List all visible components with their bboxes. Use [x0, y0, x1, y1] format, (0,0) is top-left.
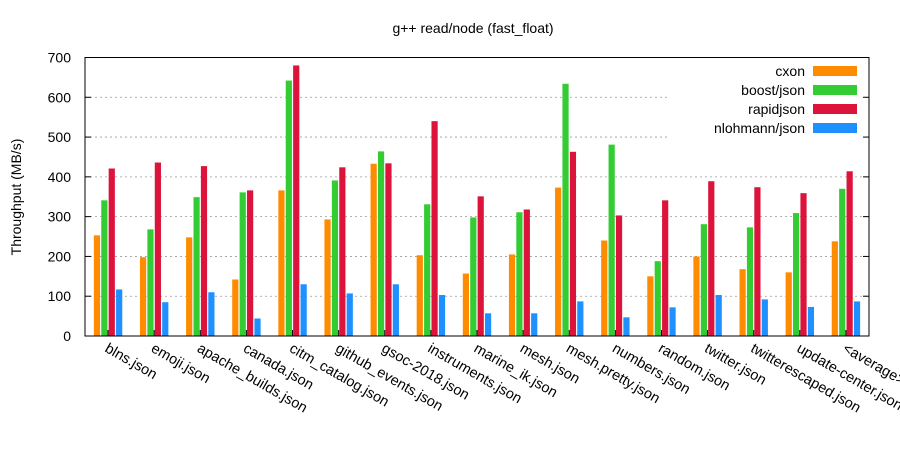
- y-tick-label: 600: [48, 89, 72, 105]
- bar: [331, 180, 339, 336]
- bar: [247, 190, 254, 336]
- y-tick-label: 700: [48, 50, 72, 66]
- bar: [193, 197, 200, 336]
- y-axis-ticks: 0 100 200 300 400 500 600 700: [48, 50, 869, 344]
- bar: [339, 167, 346, 336]
- bar: [293, 65, 300, 337]
- bar: [108, 168, 115, 336]
- bar: [608, 144, 615, 336]
- bar: [562, 83, 569, 336]
- bar: [739, 269, 746, 336]
- bar: [200, 166, 208, 336]
- bar: [93, 235, 101, 336]
- bar: [208, 292, 215, 336]
- bar: [700, 224, 707, 336]
- bar: [523, 209, 530, 336]
- bar: [662, 200, 669, 336]
- bar: [147, 229, 154, 336]
- bar: [392, 284, 399, 336]
- legend-swatch: [813, 104, 857, 114]
- legend-label: boost/json: [741, 82, 805, 98]
- bar: [300, 284, 307, 336]
- bar: [154, 162, 161, 336]
- x-axis-ticks: blns.jsonemoji.jsonapache_builds.jsoncan…: [102, 330, 900, 417]
- y-axis-label: Throughput (MB/s): [8, 139, 24, 256]
- bar: [761, 299, 768, 336]
- bar: [708, 181, 715, 336]
- y-tick-label: 400: [48, 169, 72, 185]
- bar: [853, 301, 861, 336]
- bar: [508, 254, 516, 336]
- bar: [139, 257, 147, 336]
- legend-label: rapidjson: [748, 101, 805, 117]
- bar: [254, 318, 261, 336]
- bar: [346, 293, 353, 336]
- y-tick-label: 0: [63, 328, 71, 344]
- bar: [531, 313, 538, 336]
- bar: [693, 256, 700, 336]
- bar: [162, 302, 169, 336]
- x-tick-label: blns.json: [102, 341, 160, 383]
- y-tick-label: 300: [48, 209, 72, 225]
- bar: [669, 307, 676, 336]
- bar: [746, 227, 754, 336]
- bar: [623, 317, 630, 336]
- bar: [285, 80, 292, 336]
- bar: [615, 215, 623, 336]
- bar: [462, 273, 469, 336]
- bar: [477, 196, 484, 336]
- bar: [569, 151, 577, 336]
- bar: [785, 272, 792, 336]
- y-tick-label: 100: [48, 288, 72, 304]
- bar: [438, 295, 446, 336]
- bar: [577, 301, 584, 336]
- bar: [470, 217, 477, 336]
- legend-swatch: [813, 123, 857, 133]
- bar: [377, 151, 385, 336]
- bar: [385, 163, 392, 336]
- bar: [555, 187, 562, 336]
- bar: [831, 241, 838, 336]
- bar: [800, 193, 807, 336]
- bar: [232, 279, 239, 336]
- y-tick-label: 500: [48, 129, 72, 145]
- bar: [324, 219, 331, 336]
- bar: [485, 313, 492, 336]
- bar: [715, 295, 722, 336]
- chart-title: g++ read/node (fast_float): [392, 20, 553, 36]
- legend-swatch: [813, 85, 857, 95]
- y-tick-label: 200: [48, 248, 72, 264]
- bar: [846, 171, 853, 336]
- legend-label: cxon: [775, 63, 805, 79]
- bar: [370, 163, 377, 336]
- legend-swatch: [813, 66, 857, 76]
- bars: [93, 65, 861, 337]
- bar: [278, 190, 285, 336]
- bar: [424, 204, 431, 336]
- bar: [793, 213, 800, 336]
- bar: [431, 121, 438, 336]
- legend-label: nlohmann/json: [714, 120, 805, 136]
- bar: [516, 212, 523, 336]
- bar: [239, 192, 246, 336]
- bar: [601, 240, 608, 336]
- bar: [807, 306, 815, 336]
- bar: [186, 237, 193, 336]
- legend: cxon boost/json rapidjson nlohmann/json: [714, 63, 857, 136]
- bar: [116, 289, 123, 336]
- bar: [647, 276, 654, 336]
- bar: [416, 255, 423, 336]
- bar: [654, 261, 661, 336]
- bar: [101, 200, 108, 336]
- gridlines: [85, 96, 869, 297]
- bar: [839, 188, 846, 336]
- bar: [754, 187, 761, 336]
